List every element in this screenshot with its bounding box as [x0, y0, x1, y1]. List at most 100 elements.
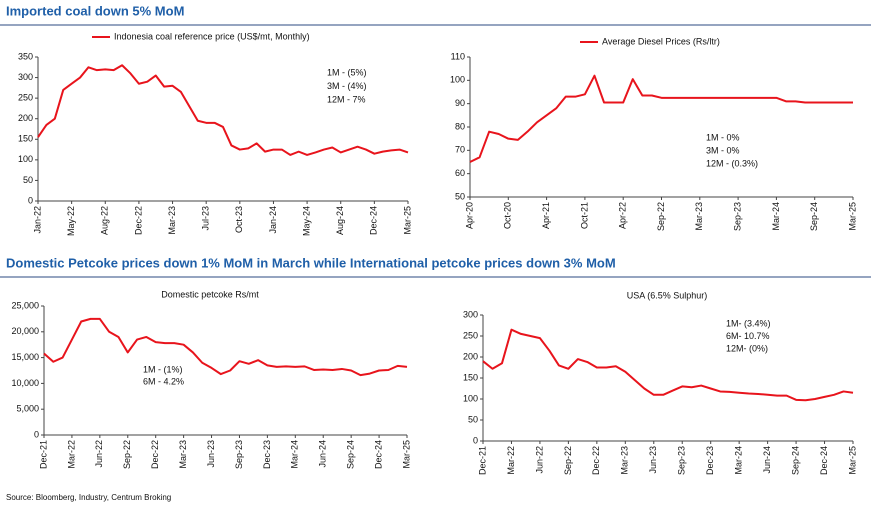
- annotation: 1M- (3.4%): [726, 318, 771, 328]
- x-tick-label: Mar-24: [734, 446, 744, 475]
- x-tick-label: Mar-25: [401, 440, 411, 469]
- legend-label: Indonesia coal reference price (US$/mt, …: [114, 31, 310, 41]
- series-line: [43, 317, 408, 377]
- x-tick-label: Sep-24: [346, 440, 356, 469]
- y-tick-label: 15,000: [11, 352, 39, 362]
- annotation: 6M- 10.7%: [726, 331, 770, 341]
- y-tick-label: 100: [463, 393, 478, 403]
- source-note: Source: Bloomberg, Industry, Centrum Bro…: [6, 493, 171, 502]
- x-tick-label: Sep-22: [563, 446, 573, 475]
- x-tick-label: Mar-25: [847, 446, 857, 475]
- y-tick-label: 100: [450, 75, 465, 85]
- x-tick-label: Sep-23: [677, 446, 687, 475]
- section-heading: Imported coal down 5% MoM: [6, 3, 184, 18]
- y-tick-label: 0: [34, 429, 39, 439]
- x-tick-label: Jul-23: [201, 206, 211, 231]
- x-tick-label: Apr-22: [618, 202, 628, 229]
- x-tick-label: Jun-22: [534, 446, 544, 474]
- x-tick-label: Mar-25: [847, 202, 857, 231]
- y-tick-label: 250: [18, 93, 33, 103]
- annotation: 12M- (0%): [726, 343, 768, 353]
- y-tick-label: 200: [463, 351, 478, 361]
- x-tick-label: Dec-23: [705, 446, 715, 475]
- annotation: 1M - (5%): [327, 67, 367, 77]
- section-heading: Domestic Petcoke prices down 1% MoM in M…: [6, 255, 616, 270]
- x-tick-label: Oct-23: [234, 206, 244, 233]
- x-tick-label: Mar-25: [402, 206, 412, 235]
- y-tick-label: 100: [18, 154, 33, 164]
- annotation: 3M - 0%: [706, 145, 740, 155]
- x-tick-label: Sep-22: [656, 202, 666, 231]
- x-tick-label: Mar-24: [771, 202, 781, 231]
- x-tick-label: Jun-22: [94, 440, 104, 468]
- x-tick-label: Dec-22: [133, 206, 143, 235]
- x-tick-label: Dec-21: [38, 440, 48, 469]
- x-tick-label: May-22: [66, 206, 76, 236]
- x-tick-label: Apr-21: [541, 202, 551, 229]
- y-tick-label: 300: [18, 72, 33, 82]
- annotation: 6M - 4.2%: [143, 376, 184, 386]
- x-tick-label: Sep-23: [234, 440, 244, 469]
- y-tick-label: 25,000: [11, 300, 39, 310]
- annotation: 12M - 7%: [327, 94, 366, 104]
- y-tick-label: 50: [455, 191, 465, 201]
- x-tick-label: Dec-24: [819, 446, 829, 475]
- annotation: 1M - 0%: [706, 132, 740, 142]
- x-tick-label: Sep-22: [122, 440, 132, 469]
- x-tick-label: Dec-21: [477, 446, 487, 475]
- y-tick-label: 200: [18, 113, 33, 123]
- x-tick-label: Jan-24: [268, 206, 278, 234]
- chart-title: USA (6.5% Sulphur): [627, 290, 708, 300]
- x-tick-label: Dec-22: [150, 440, 160, 469]
- annotation: 12M - (0.3%): [706, 158, 758, 168]
- y-tick-label: 0: [473, 435, 478, 445]
- x-tick-label: Apr-20: [464, 202, 474, 229]
- x-tick-label: Mar-22: [66, 440, 76, 469]
- x-tick-label: Aug-24: [335, 206, 345, 235]
- x-tick-label: Oct-21: [579, 202, 589, 229]
- series-line: [482, 328, 854, 402]
- y-tick-label: 250: [463, 330, 478, 340]
- series-line: [37, 64, 409, 156]
- x-tick-label: Jan-22: [32, 206, 42, 234]
- y-tick-label: 10,000: [11, 378, 39, 388]
- chart-title: Domestic petcoke Rs/mt: [161, 289, 259, 299]
- legend-label: Average Diesel Prices (Rs/ltr): [602, 36, 720, 46]
- x-tick-label: Dec-24: [373, 440, 383, 469]
- y-tick-label: 70: [455, 145, 465, 155]
- x-tick-label: Jun-23: [648, 446, 658, 474]
- y-tick-label: 80: [455, 121, 465, 131]
- y-tick-label: 350: [18, 51, 33, 61]
- x-tick-label: Jun-24: [318, 440, 328, 468]
- y-tick-label: 110: [451, 51, 465, 61]
- annotation: 1M - (1%): [143, 364, 183, 374]
- y-tick-label: 5,000: [16, 404, 39, 414]
- annotation: 3M - (4%): [327, 81, 367, 91]
- y-tick-label: 50: [468, 414, 478, 424]
- y-tick-label: 150: [463, 372, 478, 382]
- x-tick-label: Mar-24: [290, 440, 300, 469]
- y-tick-label: 150: [18, 134, 33, 144]
- x-tick-label: Mar-22: [506, 446, 516, 475]
- y-tick-label: 20,000: [11, 326, 39, 336]
- x-tick-label: Dec-22: [591, 446, 601, 475]
- x-tick-label: Aug-22: [100, 206, 110, 235]
- x-tick-label: Jun-24: [762, 446, 772, 474]
- y-tick-label: 50: [23, 175, 33, 185]
- x-tick-label: Mar-23: [694, 202, 704, 231]
- y-tick-label: 300: [463, 309, 478, 319]
- x-tick-label: Mar-23: [178, 440, 188, 469]
- x-tick-label: Oct-20: [503, 202, 513, 229]
- x-tick-label: Sep-24: [790, 446, 800, 475]
- x-tick-label: May-24: [301, 206, 311, 236]
- x-tick-label: Sep-23: [732, 202, 742, 231]
- x-tick-label: Sep-24: [809, 202, 819, 231]
- y-tick-label: 90: [455, 98, 465, 108]
- x-tick-label: Mar-23: [620, 446, 630, 475]
- x-tick-label: Mar-23: [167, 206, 177, 235]
- y-tick-label: 60: [455, 168, 465, 178]
- y-tick-label: 0: [28, 195, 33, 205]
- x-tick-label: Dec-24: [369, 206, 379, 235]
- series-line: [469, 74, 853, 163]
